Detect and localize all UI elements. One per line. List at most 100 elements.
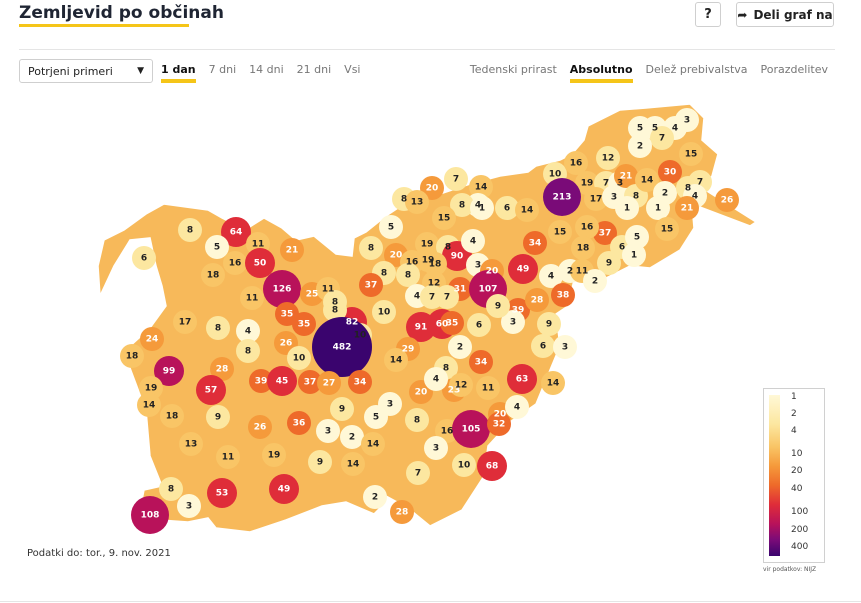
municipality-area[interactable] xyxy=(131,496,169,534)
municipality-area[interactable] xyxy=(435,285,459,309)
municipality-area[interactable] xyxy=(372,300,396,324)
municipality-area[interactable] xyxy=(159,477,183,501)
municipality-area[interactable] xyxy=(248,415,272,439)
municipality-area[interactable] xyxy=(450,193,474,217)
municipality-area[interactable] xyxy=(178,218,202,242)
municipality-area[interactable] xyxy=(160,404,184,428)
tab-time-2[interactable]: 7 dni xyxy=(208,63,237,76)
municipality-area[interactable] xyxy=(424,367,448,391)
municipality-area[interactable] xyxy=(658,160,682,184)
municipality-area[interactable] xyxy=(341,452,365,476)
municipality-area[interactable] xyxy=(223,251,247,275)
municipality-area[interactable] xyxy=(470,196,494,220)
municipality-area[interactable] xyxy=(486,294,510,318)
municipality-area[interactable] xyxy=(378,392,402,416)
municipality-area[interactable] xyxy=(715,188,739,212)
municipality-area[interactable] xyxy=(449,373,473,397)
tab-time-4[interactable]: 21 dni xyxy=(296,63,332,76)
municipality-area[interactable] xyxy=(646,196,670,220)
municipality-area[interactable] xyxy=(469,175,493,199)
municipality-area[interactable] xyxy=(531,334,555,358)
municipality-area[interactable] xyxy=(424,436,448,460)
municipality-area[interactable] xyxy=(523,231,547,255)
municipality-area[interactable] xyxy=(420,176,444,200)
municipality-area[interactable] xyxy=(280,238,304,262)
municipality-area[interactable] xyxy=(584,187,608,211)
municipality-area[interactable] xyxy=(312,317,372,377)
municipality-area[interactable] xyxy=(236,319,260,343)
municipality-area[interactable] xyxy=(316,419,340,443)
help-button[interactable]: ? xyxy=(695,2,721,27)
municipality-area[interactable] xyxy=(210,357,234,381)
municipality-area[interactable] xyxy=(340,425,364,449)
municipality-area[interactable] xyxy=(206,316,230,340)
municipality-area[interactable] xyxy=(628,134,652,158)
municipality-area[interactable] xyxy=(263,270,301,308)
municipality-area[interactable] xyxy=(292,312,316,336)
municipality-area[interactable] xyxy=(173,310,197,334)
municipality-area[interactable] xyxy=(537,312,561,336)
municipality-area[interactable] xyxy=(363,485,387,509)
municipality-area[interactable] xyxy=(137,393,161,417)
municipality-area[interactable] xyxy=(467,313,491,337)
municipality-area[interactable] xyxy=(622,243,646,267)
municipality-area[interactable] xyxy=(575,215,599,239)
tab-mode-1[interactable]: Tedenski prirast xyxy=(469,63,557,76)
municipality-area[interactable] xyxy=(505,395,529,419)
municipality-area[interactable] xyxy=(390,500,414,524)
municipality-area[interactable] xyxy=(553,335,577,359)
municipality-area[interactable] xyxy=(596,146,620,170)
tab-mode-2[interactable]: Absolutno xyxy=(569,63,633,83)
municipality-area[interactable] xyxy=(444,167,468,191)
municipality-area[interactable] xyxy=(287,411,311,435)
municipality-area[interactable] xyxy=(452,410,490,448)
municipality-area[interactable] xyxy=(440,311,464,335)
municipality-area[interactable] xyxy=(448,335,472,359)
tab-mode-4[interactable]: Porazdelitev xyxy=(760,63,828,76)
municipality-area[interactable] xyxy=(201,263,225,287)
tab-time-5[interactable]: Vsi xyxy=(344,63,361,76)
municipality-area[interactable] xyxy=(495,196,519,220)
municipality-area[interactable] xyxy=(359,236,383,260)
municipality-area[interactable] xyxy=(216,445,240,469)
share-button[interactable]: ➦ Deli graf na xyxy=(736,2,834,27)
municipality-area[interactable] xyxy=(571,236,595,260)
municipality-area[interactable] xyxy=(177,494,201,518)
municipality-area[interactable] xyxy=(452,453,476,477)
municipality-area[interactable] xyxy=(583,269,607,293)
municipality-area[interactable] xyxy=(679,142,703,166)
municipality-area[interactable] xyxy=(675,196,699,220)
municipality-area[interactable] xyxy=(539,264,563,288)
municipality-area[interactable] xyxy=(476,376,500,400)
municipality-area[interactable] xyxy=(543,178,581,216)
municipality-area[interactable] xyxy=(132,246,156,270)
tab-time-1[interactable]: 1 dan xyxy=(161,63,196,83)
municipality-area[interactable] xyxy=(461,229,485,253)
municipality-area[interactable] xyxy=(655,217,679,241)
municipality-area[interactable] xyxy=(154,356,184,386)
municipality-area[interactable] xyxy=(196,375,226,405)
municipality-area[interactable] xyxy=(269,474,299,504)
municipality-area[interactable] xyxy=(140,327,164,351)
municipality-area[interactable] xyxy=(287,346,311,370)
municipality-area[interactable] xyxy=(120,344,144,368)
municipality-area[interactable] xyxy=(551,283,575,307)
municipality-area[interactable] xyxy=(525,288,549,312)
municipality-area[interactable] xyxy=(359,273,383,297)
municipality-area[interactable] xyxy=(501,310,525,334)
municipality-area[interactable] xyxy=(405,408,429,432)
municipality-area[interactable] xyxy=(323,298,347,322)
municipality-area[interactable] xyxy=(396,263,420,287)
municipality-area[interactable] xyxy=(249,369,273,393)
municipality-area[interactable] xyxy=(405,190,429,214)
municipality-area[interactable] xyxy=(330,397,354,421)
municipality-area[interactable] xyxy=(179,432,203,456)
municipality-area[interactable] xyxy=(423,252,447,276)
municipality-area[interactable] xyxy=(564,151,588,175)
municipality-area[interactable] xyxy=(262,443,286,467)
municipality-area[interactable] xyxy=(469,350,493,374)
municipality-area[interactable] xyxy=(267,366,297,396)
municipality-area[interactable] xyxy=(406,461,430,485)
municipality-area[interactable] xyxy=(548,220,572,244)
municipality-area[interactable] xyxy=(487,412,511,436)
